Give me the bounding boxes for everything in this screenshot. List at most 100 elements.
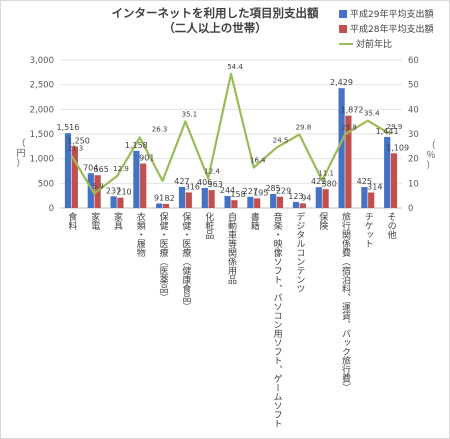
bar-h28 xyxy=(140,163,147,208)
category-label: 家電 xyxy=(89,211,100,230)
y-tick-right: 30 xyxy=(408,130,419,140)
legend-label-ratio: 対前年比 xyxy=(356,40,393,50)
y-tick-left: 2,500 xyxy=(30,81,54,91)
ratio-label: 11.1 xyxy=(318,170,334,178)
legend-swatch-h28 xyxy=(339,24,347,33)
bar-h28 xyxy=(117,197,124,208)
left-unit-close-paren: ） xyxy=(16,159,26,169)
bar-h29 xyxy=(247,196,254,208)
ratio-label: 21.3 xyxy=(68,144,84,152)
category-label: 食料 xyxy=(66,211,77,231)
bar-label-h28: 195 xyxy=(253,188,268,197)
right-unit-text: ％ xyxy=(426,151,436,161)
bar-label-h29: 237 xyxy=(106,186,121,195)
bar-h29 xyxy=(87,173,94,208)
bar-h28 xyxy=(299,203,306,208)
category-label: 家具 xyxy=(112,211,123,231)
bar-h28 xyxy=(254,198,261,208)
category-label: デジタルコンテンツ xyxy=(294,211,305,293)
ratio-label: 24.5 xyxy=(273,137,289,145)
y-tick-left: 2,000 xyxy=(30,105,54,115)
bar-label-h29: 1,516 xyxy=(56,123,79,132)
bar-label-h28: 665 xyxy=(94,165,109,174)
bar-label-h28: 82 xyxy=(165,194,175,203)
category-label: 保健・医療（医薬品） xyxy=(158,211,169,302)
left-unit-text: 円 xyxy=(16,149,26,159)
y-tick-right: 50 xyxy=(408,81,419,91)
bar-h28 xyxy=(71,146,78,208)
bar-h28 xyxy=(390,153,398,208)
bar-label-h29: 1,158 xyxy=(125,141,148,150)
y-tick-left: 1,000 xyxy=(30,155,54,165)
bar-h29 xyxy=(110,196,117,208)
category-label: 化粧品 xyxy=(203,211,214,240)
y-tick-left: 500 xyxy=(38,179,54,189)
bar-h28 xyxy=(162,203,170,208)
ratio-label: 26.3 xyxy=(152,125,168,133)
legend-item-ratio: 対前年比 xyxy=(339,36,449,51)
bar-label-h29: 123 xyxy=(288,192,303,201)
bar-h29 xyxy=(361,187,368,208)
bar-h29 xyxy=(384,136,391,208)
bar-h28 xyxy=(231,200,238,208)
y-tick-left: 3,000 xyxy=(30,56,54,66)
bar-label-h28: 1,872 xyxy=(341,106,364,115)
ratio-label: 35.1 xyxy=(182,110,198,118)
legend: 平成29年平均支出額 平成28年平均支出額 対前年比 xyxy=(339,6,449,51)
y-tick-right: 20 xyxy=(408,155,419,165)
ratio-line xyxy=(70,72,392,195)
bar-label-h29: 227 xyxy=(243,187,258,196)
right-unit-label: （ ％ ） xyxy=(426,141,436,171)
bar-label-h29: 427 xyxy=(174,177,189,186)
bar-label-h29: 704 xyxy=(83,163,98,172)
bar-label-h28: 316 xyxy=(185,182,200,191)
category-label: 保険 xyxy=(317,211,328,231)
y-tick-right: 0 xyxy=(408,204,413,214)
left-unit-label: （ 円 ） xyxy=(16,139,26,169)
ratio-label: 12.9 xyxy=(113,165,129,173)
legend-label-h28: 平成28年平均支出額 xyxy=(350,25,434,35)
bar-h29 xyxy=(270,193,277,208)
legend-item-h28: 平成28年平均支出額 xyxy=(339,21,449,36)
ratio-label: 29.8 xyxy=(341,123,357,131)
bar-label-h28: 158 xyxy=(230,190,245,199)
bar-h28 xyxy=(322,189,329,208)
ratio-label: 12.4 xyxy=(204,167,220,175)
right-unit-close-paren: ） xyxy=(426,161,436,171)
bar-h29 xyxy=(133,150,140,208)
bar-h28 xyxy=(208,190,215,208)
category-label: 旅行関係費（宿泊料、運賃、パック旅行費） xyxy=(340,211,351,392)
bar-label-h28: 363 xyxy=(208,180,223,189)
bar-label-h28: 380 xyxy=(322,179,337,188)
bar-h28 xyxy=(345,115,352,208)
bar-label-h29: 2,429 xyxy=(330,78,353,87)
ratio-label: 16.4 xyxy=(250,157,266,165)
bar-h28 xyxy=(276,196,284,208)
bar-label-h29: 422 xyxy=(311,177,326,186)
chart-subtitle: （二人以上の世帯） xyxy=(163,21,267,35)
bar-h29 xyxy=(178,186,186,208)
bar-h29 xyxy=(338,88,345,208)
category-label: 自動車等関係用品 xyxy=(226,211,237,285)
category-label: 書籍 xyxy=(249,211,259,231)
bar-h29 xyxy=(156,203,163,208)
bar-label-h28: 210 xyxy=(116,188,131,197)
left-unit-open-paren: （ xyxy=(16,139,26,149)
ratio-label: 29.8 xyxy=(296,123,312,131)
bar-label-h29: 91 xyxy=(154,194,164,203)
category-label: その他 xyxy=(386,212,397,240)
ratio-label: 5.9 xyxy=(93,182,104,190)
legend-item-h29: 平成29年平均支出額 xyxy=(339,6,449,21)
bar-label-h28: 901 xyxy=(139,154,154,163)
legend-swatch-ratio xyxy=(339,42,353,45)
bar-label-h28: 94 xyxy=(301,193,311,202)
category-label: 保健・医療（健康食品） xyxy=(180,211,191,311)
bar-h29 xyxy=(224,195,231,208)
bar-label-h29: 285 xyxy=(265,184,280,193)
legend-label-h29: 平成29年平均支出額 xyxy=(350,10,434,20)
bar-label-h29: 244 xyxy=(220,186,235,195)
bar-h29 xyxy=(201,187,208,208)
y-tick-left: 1,500 xyxy=(30,130,54,140)
category-label: 音楽・映像ソフト、パソコン用ソフト、ゲームソフト xyxy=(272,211,283,428)
